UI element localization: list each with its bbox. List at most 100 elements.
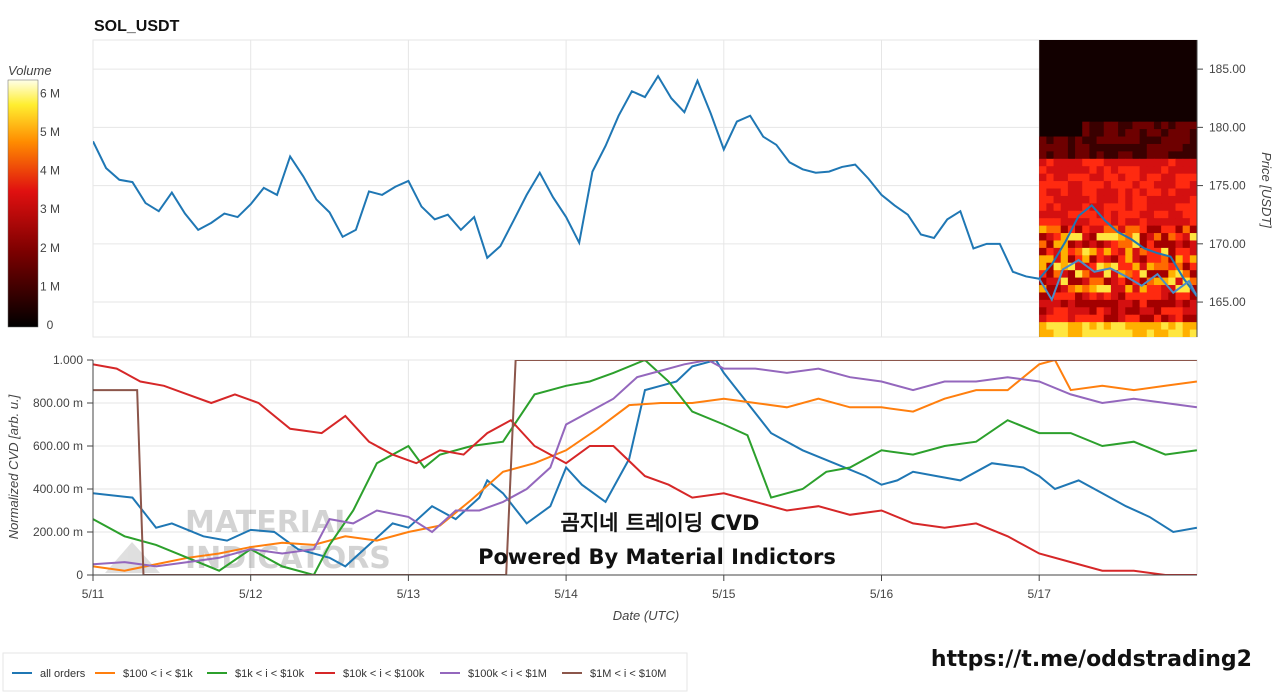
heatmap-cell (1110, 129, 1119, 138)
heatmap-cell (1046, 203, 1055, 212)
heatmap-cell (1060, 292, 1069, 301)
heatmap-cell (1161, 173, 1169, 182)
heatmap-cell (1110, 210, 1119, 219)
heatmap-cell (1089, 188, 1098, 197)
heatmap-cell (1153, 151, 1162, 160)
legend-label[interactable]: $1k < i < $10k (235, 668, 305, 680)
heatmap-cell (1182, 322, 1191, 331)
heatmap-cell (1161, 158, 1169, 167)
heatmap-cell (1118, 314, 1126, 323)
heatmap-cell (1110, 203, 1119, 212)
heatmap-cell (1067, 255, 1076, 264)
heatmap-cell (1168, 292, 1176, 301)
legend-label[interactable]: $1M < i < $10M (590, 668, 666, 680)
heatmap-cell (1118, 188, 1126, 197)
heatmap-cell (1067, 218, 1076, 227)
heatmap-cell (1110, 299, 1119, 308)
heatmap-cell (1168, 299, 1176, 308)
legend-label[interactable]: $10k < i < $100k (343, 668, 425, 680)
heatmap-cell (1082, 188, 1090, 197)
heatmap-cell (1118, 247, 1126, 256)
heatmap-cell (1060, 277, 1069, 286)
heatmap-cell (1053, 247, 1062, 256)
heatmap-cell (1175, 181, 1184, 189)
heatmap-cell (1146, 307, 1155, 316)
heatmap-cell (1046, 218, 1055, 227)
heatmap-cell (1182, 329, 1191, 337)
heatmap-cell (1189, 299, 1197, 308)
heatmap-cell (1132, 225, 1141, 234)
heatmap-cell (1067, 188, 1076, 197)
heatmap-cell (1132, 136, 1141, 145)
heatmap-cell (1110, 329, 1119, 337)
heatmap-cell (1110, 218, 1119, 227)
heatmap-cell (1053, 151, 1062, 160)
heatmap-cell (1118, 195, 1126, 204)
heatmap-cell (1110, 143, 1119, 152)
heatmap-cell (1132, 151, 1141, 160)
heatmap-cell (1067, 173, 1076, 182)
heatmap-cell (1175, 210, 1184, 219)
heatmap-cell (1089, 210, 1098, 219)
heatmap-cell (1096, 151, 1105, 160)
heatmap-cell (1189, 314, 1197, 323)
heatmap-cell (1053, 218, 1062, 227)
heatmap-cell (1096, 121, 1105, 130)
heatmap-cell (1118, 277, 1126, 286)
heatmap-cell (1153, 136, 1162, 145)
heatmap-cell (1089, 158, 1098, 167)
heatmap-cell (1125, 307, 1133, 316)
heatmap-cell (1075, 166, 1083, 175)
heatmap-cell (1175, 240, 1184, 249)
heatmap-cell (1103, 255, 1112, 264)
heatmap-cell (1039, 240, 1047, 249)
heatmap-cell (1053, 240, 1062, 249)
heatmap-cell (1067, 240, 1076, 249)
heatmap-cell (1089, 143, 1098, 152)
heatmap-cell (1161, 210, 1169, 219)
heatmap-cell (1168, 233, 1176, 241)
heatmap-cell (1118, 292, 1126, 301)
heatmap-cell (1053, 181, 1062, 189)
heatmap-cell (1110, 255, 1119, 264)
heatmap-cell (1161, 292, 1169, 301)
heatmap-cell (1168, 247, 1176, 256)
heatmap-cell (1132, 210, 1141, 219)
heatmap-cell (1103, 247, 1112, 256)
heatmap-cell (1089, 166, 1098, 175)
heatmap-cell (1139, 181, 1148, 189)
heatmap-cell (1161, 121, 1169, 130)
heatmap-cell (1146, 270, 1155, 279)
heatmap-cell (1146, 210, 1155, 219)
heatmap-cell (1067, 270, 1076, 279)
heatmap-cell (1089, 151, 1098, 160)
heatmap-cell (1182, 129, 1191, 138)
legend-label[interactable]: $100k < i < $1M (468, 668, 547, 680)
heatmap-cell (1153, 143, 1162, 152)
heatmap-cell (1125, 299, 1133, 308)
heatmap-cell (1132, 188, 1141, 197)
heatmap-cell (1046, 210, 1055, 219)
heatmap-cell (1175, 277, 1184, 286)
legend-label[interactable]: $100 < i < $1k (123, 668, 193, 680)
legend-label[interactable]: all orders (40, 668, 86, 680)
heatmap-cell (1075, 181, 1083, 189)
heatmap-cell (1053, 307, 1062, 316)
heatmap-cell (1146, 329, 1155, 337)
heatmap-cell (1096, 181, 1105, 189)
heatmap-cell (1075, 151, 1083, 160)
heatmap-cell (1146, 218, 1155, 227)
telegram-link[interactable]: https://t.me/oddstrading2 (931, 647, 1252, 672)
heatmap-cell (1082, 270, 1090, 279)
heatmap-cell (1182, 210, 1191, 219)
heatmap-cell (1053, 314, 1062, 323)
heatmap-cell (1060, 255, 1069, 264)
heatmap-cell (1161, 188, 1169, 197)
heatmap-cell (1132, 240, 1141, 249)
heatmap-cell (1060, 143, 1069, 152)
colorbar-tick: 1 M (40, 279, 60, 293)
heatmap-cell (1082, 233, 1090, 241)
heatmap-cell (1096, 136, 1105, 145)
heatmap-cell (1060, 188, 1069, 197)
